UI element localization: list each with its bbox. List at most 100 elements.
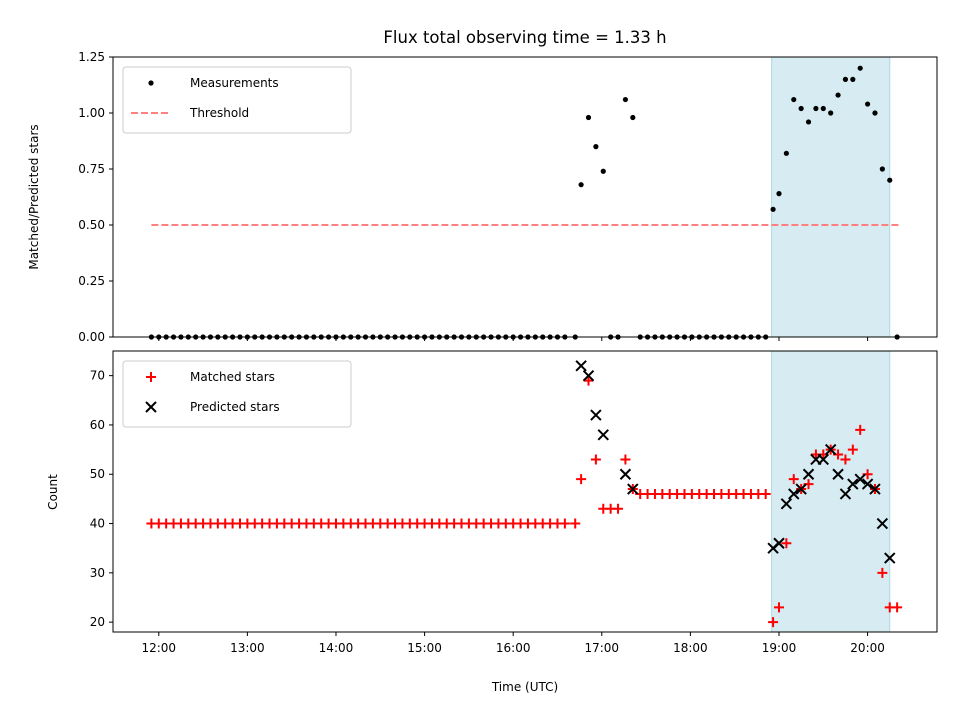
- top-panel: 0.00 0.25 0.50 0.75 1.00 1.25 Measurements Thre…: [78, 50, 938, 344]
- bottom-y-axis-label: Count: [46, 474, 60, 510]
- predicted-stars-point: [876, 517, 889, 530]
- matched-stars-point: [576, 474, 587, 485]
- predicted-stars-point: [795, 483, 807, 495]
- measurements-point: [887, 177, 893, 183]
- legend-marker-predicted-stars: [145, 401, 157, 413]
- matched-stars-point: [768, 617, 779, 628]
- measurements-point: [578, 182, 584, 188]
- y-tick-label: 0.50: [78, 218, 105, 232]
- axes-frame: [112, 56, 938, 338]
- measurements-point: [820, 105, 826, 112]
- matched-stars-point: [840, 454, 851, 465]
- measurements-point: [600, 168, 606, 174]
- x-tick-label: 15:00: [407, 641, 442, 655]
- matched-stars-point: [773, 602, 784, 613]
- x-axis-label: Time (UTC): [491, 680, 558, 694]
- predicted-stars-point: [582, 369, 595, 382]
- x-tick-label: 17:00: [584, 641, 619, 655]
- measurements-point: [835, 92, 841, 98]
- predicted-stars-point: [773, 537, 785, 549]
- predicted-stars-point: [854, 473, 866, 485]
- predicted-stars-point: [802, 468, 815, 480]
- matched-stars-point: [855, 424, 866, 435]
- matched-stars-point: [613, 503, 624, 514]
- matched-stars-point: [620, 454, 631, 465]
- legend-label-predicted-stars: Predicted stars: [190, 400, 280, 414]
- measurements-point: [783, 150, 789, 156]
- measurements-point: [842, 76, 849, 82]
- measurements-point: [805, 119, 812, 125]
- legend-label-measurements: Measurements: [190, 76, 279, 90]
- predicted-stars-point: [832, 468, 844, 480]
- predicted-stars-point: [575, 360, 587, 372]
- matched-stars-point: [788, 474, 799, 485]
- predicted-stars-point: [861, 478, 874, 490]
- matched-stars-point: [781, 538, 792, 549]
- predicted-stars-point: [847, 478, 859, 490]
- measurements-point: [791, 96, 797, 103]
- measurements-point: [879, 166, 885, 172]
- legend-box: [122, 360, 352, 428]
- measurements-point: [872, 110, 878, 116]
- predicted-stars-point: [817, 453, 830, 466]
- predicted-stars-point: [869, 483, 881, 495]
- y-tick-label: 0.25: [78, 274, 105, 288]
- y-tick-label: 1.00: [78, 106, 105, 120]
- measurements-point: [864, 101, 871, 107]
- measurements-point: [593, 144, 599, 150]
- chart-title: Flux total observing time = 1.33 h: [383, 28, 666, 47]
- measurements-point: [828, 110, 834, 116]
- observing-window-band: [771, 56, 891, 338]
- matched-stars-point: [559, 518, 570, 529]
- measurements-point: [813, 105, 819, 112]
- matched-stars-point: [583, 375, 594, 386]
- x-tick-label: 20:00: [850, 641, 885, 655]
- predicted-stars-point: [627, 483, 639, 495]
- x-tick-label: 19:00: [762, 641, 797, 655]
- y-tick-label: 30: [90, 566, 105, 580]
- predicted-stars-point: [839, 488, 852, 500]
- measurements-point: [798, 105, 804, 112]
- y-tick-label: 50: [90, 467, 105, 481]
- x-tick-label: 12:00: [141, 641, 176, 655]
- predicted-stars-point: [619, 468, 632, 480]
- matched-stars-point: [877, 567, 888, 578]
- predicted-stars-point: [590, 409, 602, 421]
- measurements-point: [776, 191, 782, 197]
- y-tick-label: 20: [90, 615, 105, 629]
- x-tick-label: 14:00: [319, 641, 354, 655]
- predicted-stars-point: [780, 498, 793, 510]
- matched-stars-point: [760, 488, 771, 499]
- legend-marker-matched-stars: [146, 372, 156, 382]
- measurements-point: [585, 114, 592, 121]
- legend-box: [122, 66, 352, 134]
- y-tick-label: 40: [90, 517, 105, 531]
- y-tick-label: 1.25: [78, 50, 105, 64]
- legend-marker-measurements: [148, 80, 154, 86]
- legend-label-threshold: Threshold: [189, 106, 249, 120]
- y-tick-label: 0.75: [78, 162, 105, 176]
- predicted-stars-point: [788, 488, 800, 500]
- x-tick-label: 13:00: [230, 641, 265, 655]
- predicted-stars-point: [597, 429, 609, 441]
- measurements-point: [850, 76, 856, 82]
- x-tick-label: 18:00: [673, 641, 708, 655]
- axes-frame: [112, 350, 938, 633]
- matched-stars-point: [847, 444, 858, 455]
- matched-stars-point: [570, 518, 581, 529]
- top-y-axis-label: Matched/Predicted stars: [27, 124, 41, 269]
- y-tick-label: 70: [90, 369, 105, 383]
- y-tick-label: 60: [90, 418, 105, 432]
- measurements-point: [770, 206, 776, 212]
- measurements-point: [622, 96, 629, 103]
- measurements-point: [857, 65, 863, 71]
- measurements-point: [630, 114, 636, 121]
- x-tick-label: 16:00: [496, 641, 531, 655]
- predicted-stars-point: [884, 552, 896, 564]
- bottom-panel: 20 30 40 50 60 70 12:00 13:00 14:00 15:00 16:00 17:…: [90, 350, 938, 655]
- matched-stars-point: [892, 602, 903, 613]
- legend-label-matched-stars: Matched stars: [190, 370, 275, 384]
- y-tick-label: 0.00: [78, 330, 105, 344]
- predicted-stars-point: [824, 443, 837, 456]
